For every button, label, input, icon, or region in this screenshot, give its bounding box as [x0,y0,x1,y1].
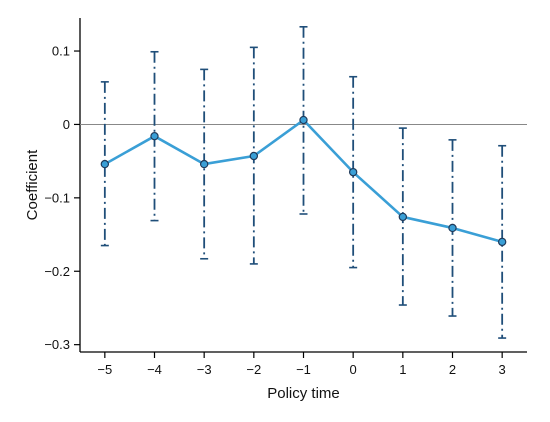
y-tick-label: −0.3 [44,337,70,352]
y-axis-title: Coefficient [24,149,41,220]
x-tick-label: 0 [350,362,357,377]
plot-area: 0.1 0 −0.1 −0.2 −0.3 −5 −4 −3 −2 −1 0 1 2 3 [44,18,527,377]
x-tick-label: 2 [449,362,456,377]
y-tick-label: 0 [63,117,70,132]
data-point [150,131,159,141]
x-axis-title: Policy time [267,385,340,402]
data-point [448,223,457,233]
data-point [299,115,308,125]
y-tick-label: −0.1 [44,190,70,205]
y-tick-label: −0.2 [44,264,70,279]
x-tick-label: −4 [147,362,162,377]
x-tick-label: −3 [197,362,212,377]
data-point [398,212,408,222]
data-point [497,237,507,247]
data-point [199,159,209,169]
x-tick-label: 1 [399,362,406,377]
data-point [348,167,358,177]
x-tick-label: −1 [296,362,311,377]
data-point [249,151,259,161]
y-tick-label: 0.1 [52,44,70,59]
x-tick-label: −5 [97,362,112,377]
data-point [100,159,110,169]
x-tick-label: 3 [499,362,506,377]
x-tick-label: −2 [246,362,261,377]
